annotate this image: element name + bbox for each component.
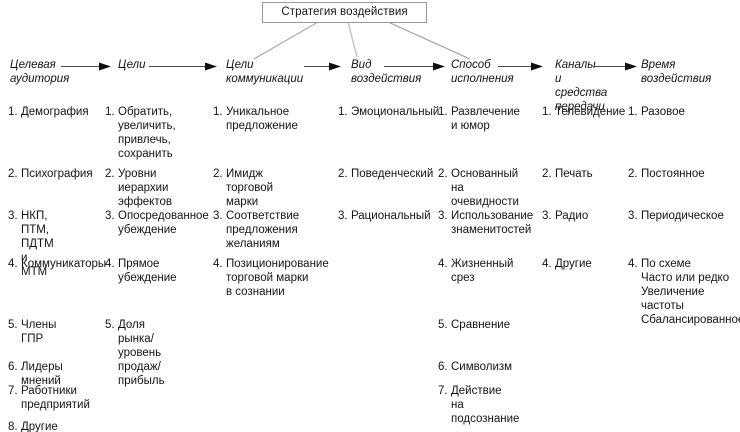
- list-item: 4. Другие: [542, 258, 592, 270]
- list-item: 4. По схеме Часто или редко Увеличение ча…: [628, 258, 740, 326]
- column-header: Целевая аудитория: [10, 59, 70, 85]
- connector-line: [347, 21, 358, 58]
- list-item: 1. Обратить, увеличить, привлечь, сохрани…: [105, 106, 176, 160]
- list-item: 3. Опосредованное убеждение: [105, 210, 209, 236]
- connector-line: [387, 21, 471, 60]
- list-item: 2. Постоянное: [628, 168, 705, 180]
- list-item: 6. Лидеры мнений: [8, 361, 63, 387]
- list-item: 2. Психография: [8, 168, 93, 180]
- list-item: 1. Уникальное предложение: [213, 106, 298, 132]
- column-header: Цели коммуникации: [226, 59, 304, 85]
- flow-arrow: [61, 62, 637, 71]
- list-item: 1. Телевидение: [542, 106, 626, 118]
- list-item: 5. Члены ГПР: [8, 319, 57, 345]
- list-item: 4. Позиционирование торговой марки в созн…: [213, 258, 329, 298]
- list-item: 4. Прямое убеждение: [105, 258, 177, 284]
- column-header: Цели: [118, 59, 146, 71]
- list-item: 5. Сравнение: [438, 319, 511, 331]
- column-header: Вид воздействия: [351, 59, 422, 85]
- list-item: 1. Развлечение и юмор: [438, 106, 520, 132]
- list-item: 3. НКП, ПТМ, ПДТМ и МТМ: [8, 210, 54, 278]
- list-item: 1. Демография: [8, 106, 89, 118]
- list-item: 3. Соответствие предложения желаниям: [213, 210, 300, 250]
- list-item: 7. Работники предприятий: [8, 385, 90, 411]
- column-header: Каналы и средства передачи: [555, 59, 608, 113]
- column-header: Время воздействия: [641, 59, 712, 85]
- list-item: 1. Эмоциональный: [338, 106, 440, 118]
- list-item: 3. Рациональный: [338, 210, 431, 222]
- list-item: 4. Жизненный срез: [438, 258, 514, 284]
- list-item: 7. Действие на подсознание: [438, 385, 520, 425]
- list-item: 2. Уровни иерархии эффектов: [105, 168, 172, 208]
- connector-line: [253, 21, 319, 60]
- list-item: 2. Печать: [542, 168, 593, 180]
- list-item: 2. Основанный на очевидности: [438, 168, 519, 208]
- list-item: 1. Разовое: [628, 106, 685, 118]
- strategy-box: Стратегия воздействия: [262, 2, 427, 23]
- list-item: 8. Другие: [8, 421, 58, 432]
- list-item: 3. Использование знаменитостей: [438, 210, 534, 236]
- list-item: 6. Символизм: [438, 361, 513, 373]
- list-item: 4. Коммуникаторы: [8, 258, 107, 270]
- list-item: 3. Периодическое: [628, 210, 724, 222]
- list-item: 2. Имидж торговой марки: [213, 168, 274, 208]
- list-item: 3. Радио: [542, 210, 589, 222]
- column-header: Способ исполнения: [451, 59, 514, 85]
- list-item: 2. Поведенческий: [338, 168, 434, 180]
- list-item: 5. Доля рынка/ уровень продаж/ прибыль: [105, 319, 165, 387]
